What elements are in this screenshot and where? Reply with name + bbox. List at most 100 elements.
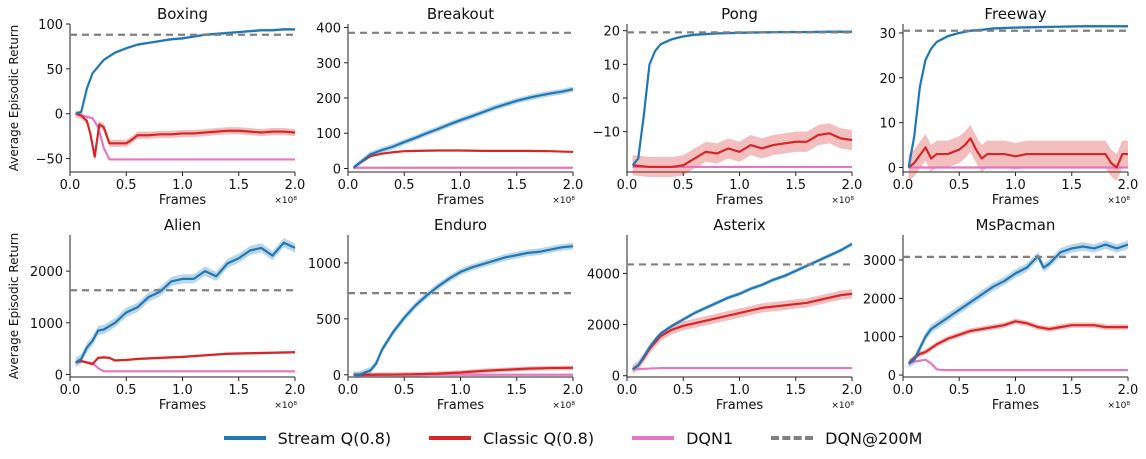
x-tick-label-mspacman: 0.0: [893, 383, 914, 398]
y-tick-label-freeway: 0: [888, 162, 896, 177]
band-boxing-classic-q-0-8: [75, 110, 295, 161]
y-tick-label-mspacman: 0: [888, 369, 896, 384]
panel-freeway: Freeway 0 10 20 30 0.0 0.5 1.0 1.5 2.0 Frames ×10⁸: [879, 5, 1138, 208]
series-line-freeway-classic-q-0-8: [907, 137, 1128, 169]
x-tick-label-freeway: 0.5: [949, 178, 970, 193]
x-tick-label-alien: 0.5: [116, 383, 137, 398]
y-tick-label-boxing: −50: [36, 153, 63, 168]
x-axis-label-pong: Frames: [716, 193, 764, 208]
y-tick-label-asterix: 4000: [587, 267, 620, 282]
x-tick-label-boxing: 2.0: [285, 178, 306, 193]
y-tick-label-alien: 2000: [30, 265, 63, 280]
x-axis-label-alien: Frames: [159, 398, 207, 413]
y-tick-label-freeway: 10: [879, 117, 896, 132]
y-axis-label-alien: Average Episodic Return: [7, 233, 21, 379]
legend-item-classic-q: Classic Q(0.8): [429, 429, 594, 448]
y-tick-label-mspacman: 3000: [863, 254, 896, 269]
y-tick-label-breakout: 400: [316, 22, 341, 37]
x-tick-label-alien: 0.0: [60, 383, 81, 398]
x-tick-label-alien: 1.0: [172, 383, 193, 398]
series-line-alien-dqn1: [75, 360, 295, 373]
x-tick-label-pong: 1.5: [785, 178, 806, 193]
x-tick-label-breakout: 0.5: [394, 178, 415, 193]
x-tick-label-alien: 2.0: [285, 383, 306, 398]
series-line-alien-classic-q-0-8: [75, 351, 296, 366]
x-tick-label-enduro: 2.0: [563, 383, 584, 398]
x-axis-label-enduro: Frames: [437, 398, 485, 413]
y-tick-label-boxing: 50: [46, 63, 63, 78]
y-tick-label-enduro: 0: [333, 369, 341, 384]
x-tick-label-pong: 0.0: [617, 178, 638, 193]
y-tick-label-boxing: 100: [38, 18, 63, 33]
x-tick-label-mspacman: 1.0: [1005, 383, 1026, 398]
panel-asterix: Asterix 0 2000 4000 0.0 0.5 1.0 1.5 2.0 Frames ×10…: [587, 216, 862, 413]
series-line-asterix-stream-q-0-8: [632, 242, 853, 371]
band-asterix-classic-q-0-8: [632, 289, 852, 374]
legend-swatch-dqn200m: [771, 436, 814, 440]
x-tick-label-boxing: 1.5: [228, 178, 249, 193]
x-tick-label-enduro: 1.0: [450, 383, 471, 398]
x-tick-label-pong: 2.0: [842, 178, 863, 193]
panel-title-breakout: Breakout: [427, 5, 494, 23]
x-axis-label-freeway: Frames: [992, 193, 1040, 208]
series-line-mspacman-classic-q-0-8: [907, 320, 1128, 365]
x-tick-label-mspacman: 1.5: [1061, 383, 1082, 398]
series-line-boxing-classic-q-0-8: [75, 112, 296, 158]
x-tick-label-freeway: 1.5: [1061, 178, 1082, 193]
x-exponent-pong: ×10⁸: [831, 196, 854, 206]
series-line-boxing-dqn1: [75, 112, 295, 161]
y-axis-label-boxing: Average Episodic Return: [7, 25, 21, 171]
series-line-enduro-stream-q-0-8: [353, 245, 574, 376]
x-tick-label-alien: 1.5: [228, 383, 249, 398]
y-tick-label-enduro: 1000: [308, 257, 341, 272]
x-exponent-freeway: ×10⁸: [1107, 196, 1130, 206]
band-alien-stream-q-0-8: [75, 238, 295, 368]
panel-title-mspacman: MsPacman: [976, 216, 1056, 234]
x-exponent-enduro: ×10⁸: [552, 401, 575, 411]
x-axis-label-boxing: Frames: [159, 193, 207, 208]
y-tick-label-asterix: 0: [612, 370, 620, 385]
x-tick-label-mspacman: 0.5: [949, 383, 970, 398]
series-line-mspacman-dqn1: [908, 358, 1128, 372]
panel-boxing: Boxing −50 0 50 100 0.0 0.5 1.0 1.5 2.0 Frames ×10⁸…: [7, 5, 305, 208]
legend-item-dqn1: DQN1: [632, 429, 733, 448]
series-line-breakout-classic-q-0-8: [352, 149, 574, 169]
x-exponent-mspacman: ×10⁸: [1107, 401, 1130, 411]
x-exponent-alien: ×10⁸: [274, 401, 297, 411]
y-tick-label-pong: 0: [612, 92, 620, 107]
panel-breakout: Breakout 0 100 200 300 400 0.0 0.5 1.0 1.5 2.0 Fram…: [316, 5, 583, 208]
band-alien-dqn1: [75, 360, 295, 372]
band-enduro-stream-q-0-8: [353, 242, 573, 379]
series-line-asterix-classic-q-0-8: [632, 292, 853, 371]
y-tick-label-mspacman: 2000: [863, 292, 896, 307]
y-tick-label-mspacman: 1000: [863, 331, 896, 346]
band-breakout-stream-q-0-8: [353, 86, 573, 171]
panel-mspacman: MsPacman 0 1000 2000 3000 0.0 0.5 1.0 1.5 2.0 Fram…: [863, 216, 1138, 413]
series-line-boxing-stream-q-0-8: [75, 28, 295, 115]
legend-label-dqn200m: DQN@200M: [825, 428, 923, 448]
x-tick-label-boxing: 1.0: [172, 178, 193, 193]
y-tick-label-breakout: 200: [316, 92, 341, 107]
x-tick-label-boxing: 0.5: [116, 178, 137, 193]
y-tick-label-boxing: 0: [55, 108, 63, 123]
x-tick-label-asterix: 1.5: [785, 383, 806, 398]
series-line-mspacman-stream-q-0-8: [908, 243, 1129, 365]
x-tick-label-enduro: 0.5: [394, 383, 415, 398]
x-tick-label-enduro: 0.0: [338, 383, 359, 398]
x-tick-label-asterix: 2.0: [842, 383, 863, 398]
legend-swatch-dqn1: [632, 436, 675, 440]
legend: Stream Q(0.8) Classic Q(0.8) DQN1 DQN@20…: [0, 422, 1146, 454]
y-tick-label-freeway: 20: [879, 72, 896, 87]
x-tick-label-freeway: 2.0: [1118, 178, 1139, 193]
panel-title-pong: Pong: [721, 5, 758, 23]
y-tick-label-pong: 20: [603, 25, 620, 40]
legend-item-stream-q: Stream Q(0.8): [223, 429, 391, 448]
series-line-alien-stream-q-0-8: [75, 241, 296, 364]
x-tick-label-asterix: 0.5: [673, 383, 694, 398]
panel-title-freeway: Freeway: [984, 5, 1046, 23]
y-tick-label-pong: −10: [593, 126, 620, 141]
band-mspacman-stream-q-0-8: [908, 240, 1128, 368]
x-axis-label-breakout: Frames: [437, 193, 485, 208]
panel-alien: Alien 0 1000 2000 0.0 0.5 1.0 1.5 2.0 Frames ×10⁸ A…: [7, 216, 305, 413]
band-mspacman-dqn1: [908, 359, 1128, 371]
